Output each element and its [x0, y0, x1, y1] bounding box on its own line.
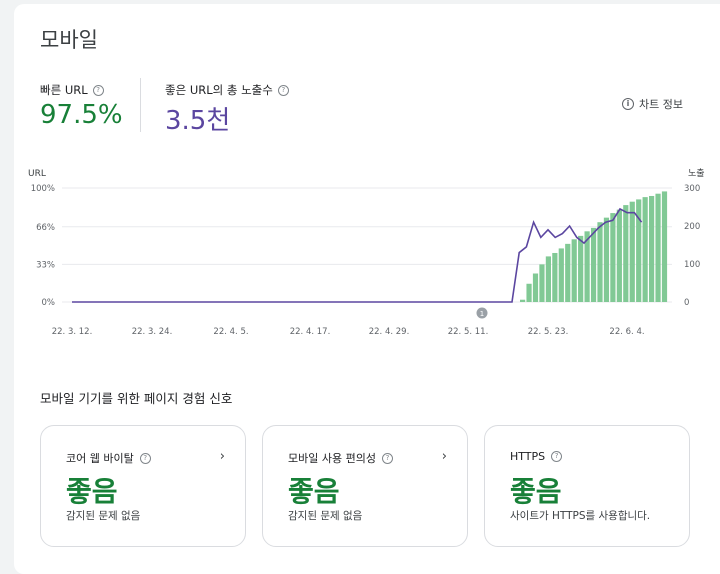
tile-header: 모바일 사용 편의성 ?	[288, 450, 393, 466]
tile-title: 모바일 사용 편의성	[288, 450, 376, 466]
y-right-tick-label: 0	[684, 298, 689, 308]
y-left-tick-label: 33%	[36, 260, 55, 270]
bar-mark	[630, 202, 635, 302]
tile-status: 좋음	[288, 470, 340, 510]
bar-mark	[655, 194, 660, 302]
tile-status: 좋음	[66, 470, 118, 510]
y-right-axis-title: 노출	[688, 168, 705, 179]
x-tick-label: 22. 4. 29.	[369, 327, 410, 337]
y-right-tick-label: 100	[684, 260, 700, 270]
help-circle-icon[interactable]: ?	[140, 453, 151, 464]
help-circle-icon[interactable]: ?	[382, 453, 393, 464]
bar-mark	[591, 228, 596, 302]
x-tick-label: 22. 3. 12.	[52, 327, 93, 337]
bar-mark	[578, 236, 583, 302]
y-left-axis-title: URL	[28, 169, 46, 179]
bar-mark	[539, 264, 544, 302]
annotation-label: 1	[480, 310, 484, 318]
x-tick-label: 22. 3. 24.	[132, 327, 173, 337]
tile-core-web-vitals[interactable]: 코어 웹 바이탈 ? › 좋음 감지된 문제 없음	[40, 425, 246, 547]
y-left-tick-label: 0%	[42, 298, 56, 308]
bar-mark	[552, 253, 557, 302]
x-tick-label: 22. 4. 5.	[213, 327, 248, 337]
bar-mark	[643, 197, 648, 302]
bar-mark	[617, 210, 622, 302]
y-left-tick-label: 100%	[31, 184, 55, 194]
bar-mark	[565, 244, 570, 302]
y-right-tick-label: 300	[684, 184, 700, 194]
bar-mark	[520, 300, 525, 302]
tile-description: 감지된 문제 없음	[66, 508, 140, 523]
bar-mark	[546, 256, 551, 302]
x-tick-label: 22. 5. 11.	[448, 327, 489, 337]
x-tick-label: 22. 5. 23.	[528, 327, 569, 337]
help-circle-icon[interactable]: ?	[551, 451, 562, 462]
y-right-tick-label: 200	[684, 222, 700, 232]
tile-title: HTTPS	[510, 450, 545, 463]
x-tick-label: 22. 6. 4.	[609, 327, 644, 337]
tile-description: 사이트가 HTTPS를 사용합니다.	[510, 508, 650, 523]
bar-mark	[533, 274, 538, 303]
bar-mark	[649, 196, 654, 302]
bar-mark	[610, 213, 615, 302]
tile-mobile-usability[interactable]: 모바일 사용 편의성 ? › 좋음 감지된 문제 없음	[262, 425, 468, 547]
y-left-tick-label: 66%	[36, 223, 55, 233]
tile-header: HTTPS ?	[510, 450, 562, 463]
tile-title: 코어 웹 바이탈	[66, 450, 134, 466]
bar-mark	[604, 218, 609, 302]
bar-mark	[559, 248, 564, 302]
bar-mark	[526, 284, 531, 302]
bar-mark	[662, 191, 667, 302]
tile-header: 코어 웹 바이탈 ?	[66, 450, 151, 466]
section-title: 모바일 기기를 위한 페이지 경험 신호	[40, 388, 232, 407]
bar-mark	[572, 239, 577, 302]
tile-https[interactable]: HTTPS ? 좋음 사이트가 HTTPS를 사용합니다.	[484, 425, 690, 547]
tile-description: 감지된 문제 없음	[288, 508, 362, 523]
tile-status: 좋음	[510, 470, 562, 510]
bar-mark	[597, 222, 602, 302]
chevron-right-icon[interactable]: ›	[442, 449, 447, 464]
chevron-right-icon[interactable]: ›	[220, 449, 225, 464]
x-tick-label: 22. 4. 17.	[290, 327, 331, 337]
bar-mark	[623, 205, 628, 302]
